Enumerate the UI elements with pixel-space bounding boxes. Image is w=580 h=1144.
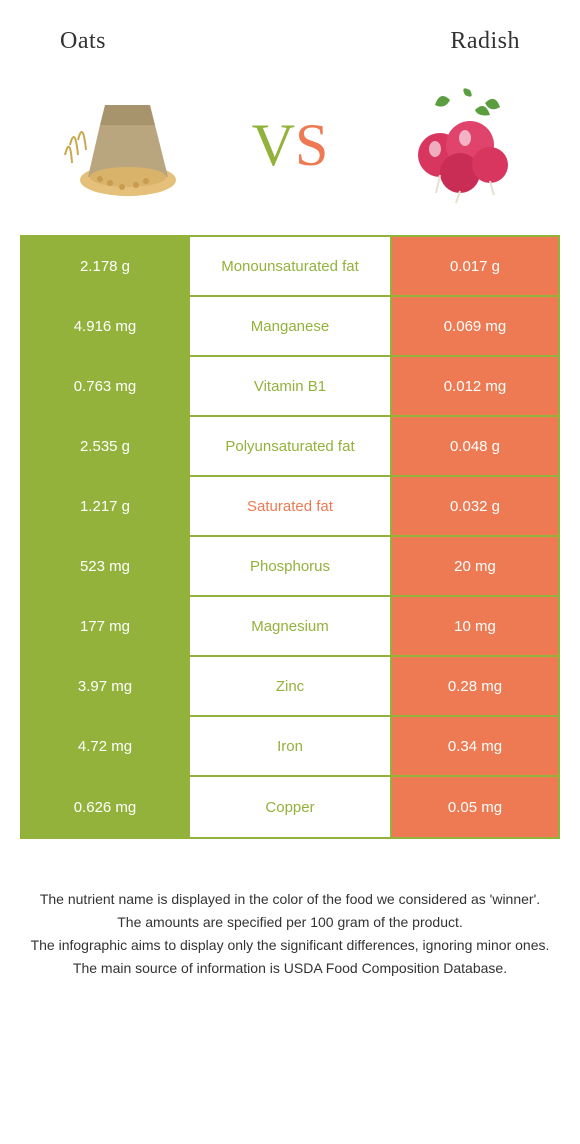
left-value: 4.916 mg xyxy=(22,297,190,355)
left-value: 3.97 mg xyxy=(22,657,190,715)
hero-row: VS xyxy=(0,65,580,235)
left-value: 4.72 mg xyxy=(22,717,190,775)
table-row: 4.72 mgIron0.34 mg xyxy=(22,717,558,777)
footer-notes: The nutrient name is displayed in the co… xyxy=(25,889,555,979)
right-value: 0.012 mg xyxy=(390,357,558,415)
nutrient-label: Polyunsaturated fat xyxy=(190,417,390,475)
table-row: 1.217 gSaturated fat0.032 g xyxy=(22,477,558,537)
table-row: 3.97 mgZinc0.28 mg xyxy=(22,657,558,717)
right-value: 0.069 mg xyxy=(390,297,558,355)
right-value: 0.28 mg xyxy=(390,657,558,715)
nutrient-label: Zinc xyxy=(190,657,390,715)
left-value: 0.763 mg xyxy=(22,357,190,415)
right-value: 10 mg xyxy=(390,597,558,655)
left-value: 177 mg xyxy=(22,597,190,655)
left-value: 2.535 g xyxy=(22,417,190,475)
nutrient-label: Copper xyxy=(190,777,390,837)
vs-label: VS xyxy=(252,111,329,180)
table-row: 0.763 mgVitamin B10.012 mg xyxy=(22,357,558,417)
footer-line: The amounts are specified per 100 gram o… xyxy=(25,912,555,933)
nutrient-label: Magnesium xyxy=(190,597,390,655)
titles-row: Oats Radish xyxy=(0,0,580,65)
table-row: 177 mgMagnesium10 mg xyxy=(22,597,558,657)
table-row: 4.916 mgManganese0.069 mg xyxy=(22,297,558,357)
right-food-title: Radish xyxy=(450,28,520,55)
footer-line: The infographic aims to display only the… xyxy=(25,935,555,956)
nutrient-label: Vitamin B1 xyxy=(190,357,390,415)
footer-line: The main source of information is USDA F… xyxy=(25,958,555,979)
table-row: 2.535 gPolyunsaturated fat0.048 g xyxy=(22,417,558,477)
table-row: 0.626 mgCopper0.05 mg xyxy=(22,777,558,837)
left-value: 2.178 g xyxy=(22,237,190,295)
footer-line: The nutrient name is displayed in the co… xyxy=(25,889,555,910)
nutrient-label: Saturated fat xyxy=(190,477,390,535)
nutrient-label: Iron xyxy=(190,717,390,775)
left-value: 1.217 g xyxy=(22,477,190,535)
left-food-title: Oats xyxy=(60,28,106,55)
right-value: 20 mg xyxy=(390,537,558,595)
right-value: 0.05 mg xyxy=(390,777,558,837)
oats-illustration xyxy=(50,85,190,205)
nutrient-label: Monounsaturated fat xyxy=(190,237,390,295)
right-value: 0.34 mg xyxy=(390,717,558,775)
left-value: 0.626 mg xyxy=(22,777,190,837)
table-row: 523 mgPhosphorus20 mg xyxy=(22,537,558,597)
right-value: 0.048 g xyxy=(390,417,558,475)
radish-illustration xyxy=(390,85,530,205)
left-value: 523 mg xyxy=(22,537,190,595)
vs-s: S xyxy=(295,112,328,178)
right-value: 0.032 g xyxy=(390,477,558,535)
vs-v: V xyxy=(252,112,295,178)
nutrient-label: Phosphorus xyxy=(190,537,390,595)
nutrient-label: Manganese xyxy=(190,297,390,355)
table-row: 2.178 gMonounsaturated fat0.017 g xyxy=(22,237,558,297)
right-value: 0.017 g xyxy=(390,237,558,295)
nutrient-table: 2.178 gMonounsaturated fat0.017 g4.916 m… xyxy=(20,235,560,839)
